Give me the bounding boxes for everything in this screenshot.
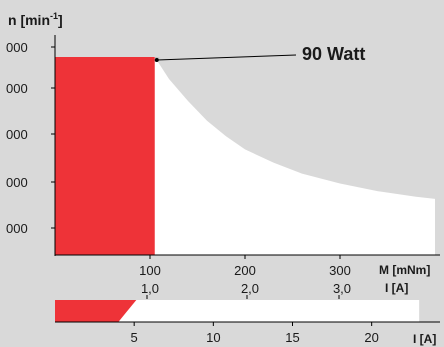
x2-ticks: 1,0 2,0 3,0 [141,281,351,299]
y-axis-title: n [min-1] [8,11,63,28]
annotation-leader-line [156,54,297,61]
current-bar-white-region [55,300,420,322]
current-bar-plot: 5 10 15 20 [55,300,440,345]
main-plot: 000 000 000 000 000 100 200 300 1,0 2,0 3,0 [6,35,440,299]
y-ticks: 000 000 000 000 000 [6,40,55,236]
x-tick-label: 100 [139,263,161,278]
annotation-point [154,58,159,62]
annotation-label: 90 Watt [302,44,365,64]
x2-tick-label: 2,0 [241,281,259,296]
y-tick-label: 000 [6,175,28,190]
y-tick-label: 000 [6,221,28,236]
x-axis-title: M [mNm] [379,263,430,277]
y-axis-title-sup: -1 [50,11,58,21]
current-bar-tick-label: 10 [206,330,220,345]
y-axis-title-close: ] [58,12,63,28]
y-tick-label: 000 [6,127,28,142]
y-tick-label: 000 [6,81,28,96]
current-bar-tick-label: 20 [364,330,378,345]
x2-axis-title: I [A] [385,281,408,295]
continuous-operation-area [55,57,155,255]
current-bar-tick-label: 5 [131,330,138,345]
current-bar-tick-label: 15 [285,330,299,345]
x2-tick-label: 3,0 [333,281,351,296]
y-axis-title-main: n [min [8,12,50,28]
current-bar-red-region [55,300,137,322]
x-tick-label: 300 [329,263,351,278]
current-bar-ticks: 5 10 15 20 [131,322,379,345]
x2-tick-label: 1,0 [141,281,159,296]
x-tick-label: 200 [234,263,256,278]
current-bar-axis-title: I [A] [413,332,436,346]
x-ticks: 100 200 300 [139,255,351,278]
y-tick-label: 000 [6,40,28,55]
